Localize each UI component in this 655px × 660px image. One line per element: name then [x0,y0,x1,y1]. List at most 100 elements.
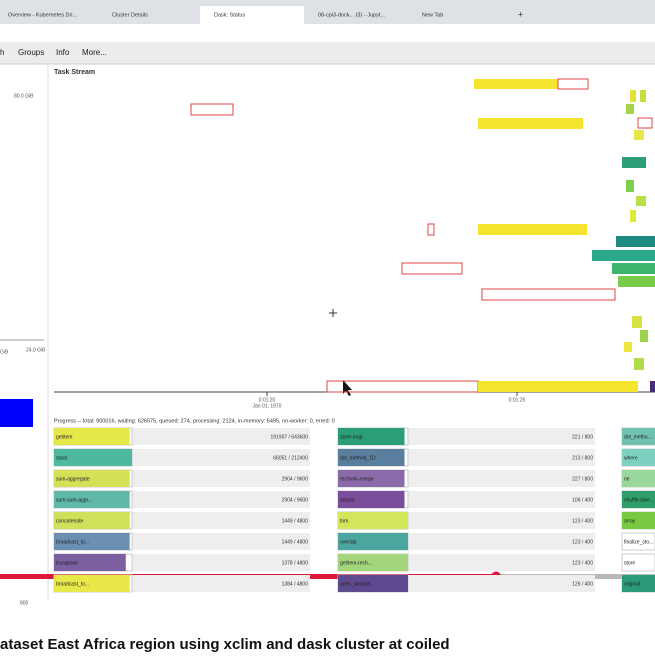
progress-fill [54,428,130,445]
task-block [190,103,234,116]
progress-name: sum-sum-aggr... [56,497,92,503]
progress-name: shuffle-take... [624,497,654,503]
task-block [632,316,642,328]
progress-count: 227 / 800 [572,476,593,482]
progress-fill [338,554,408,571]
axis-label: 800 [20,600,29,606]
progress-count: 66051 / 212400 [273,455,308,461]
progress-count: 1384 / 4800 [282,581,309,587]
tab-title[interactable]: Cluster Details [112,12,148,18]
tab-title[interactable]: Overview - Kubernetes Dri... [8,12,78,18]
progress-fill [54,470,130,487]
task-block [640,90,646,102]
task-block [478,381,638,392]
progress-fill [622,470,655,487]
progress-name: store [624,560,635,566]
tab-title[interactable]: Dask: Status [214,12,245,18]
task-stream [190,78,655,393]
progress-name: overlap [340,539,357,545]
tab-title[interactable]: New Tab [422,12,443,18]
nav-item[interactable]: Groups [18,48,44,57]
progress-count: 191907 / 643600 [270,434,308,440]
progress-fill [338,512,408,529]
progress-fill [338,533,408,550]
progress-name: concatenate [56,518,83,524]
progress-fill [622,449,655,466]
progress-count: 126 / 400 [572,581,593,587]
progress-name: ne [624,476,630,482]
active-tab[interactable] [200,6,304,24]
nav-item[interactable]: h [0,48,4,57]
progress-name: trim [340,518,348,524]
progress-name: getitem-rech... [340,560,372,566]
progress-name: rechunk-merge [340,476,374,482]
progress-fill [54,554,126,571]
task-block [634,130,644,140]
progress-name: broadcast_to... [56,539,89,545]
axis-label: GiB [0,349,9,355]
task-block [640,330,648,342]
task-block [622,157,646,168]
tab-title[interactable]: 08-cpi3-dock... (3) - Jupyt... [318,12,385,18]
progress-count: 106 / 400 [572,497,593,503]
task-block [478,118,583,129]
dask-nav [0,42,655,64]
cursor [329,309,337,317]
task-block [626,180,634,192]
progress-name: astype [340,497,355,503]
progress-fill [622,575,655,592]
progress-fill [338,575,408,592]
video-caption: ataset East Africa region using xclim an… [0,636,450,653]
task-block [624,342,632,352]
task-block [626,104,634,114]
progress-name: broadcast_to... [56,581,89,587]
progress-name: original [624,581,640,587]
progress-count: 213 / 800 [572,455,593,461]
progress-name: sum-aggregate [56,476,90,482]
progress-name: getitem [56,434,72,440]
progress-name: where [624,455,638,461]
progress-count: 123 / 400 [572,560,593,566]
progress-fill [54,449,132,466]
progress-fill [338,428,405,445]
progress-fill [622,428,655,445]
tick-label: 0:01:20 [259,397,276,403]
task-block [630,210,636,222]
progress-count: 2904 / 9600 [282,497,309,503]
progress-summary: Progress -- total: 900016, waiting: 6265… [54,418,335,424]
progress-name: transpose [56,560,78,566]
date-label: Jan 01, 1970 [253,403,282,409]
task-block [427,223,435,236]
progress-fill [622,491,655,508]
nav-item[interactable]: More... [82,48,107,57]
task-block [557,78,589,90]
nav-item[interactable]: Info [56,48,70,57]
progress-fill [54,575,130,592]
tick-label: 0:01:25 [509,397,526,403]
progress-name: open_dataset... [340,581,374,587]
progress-count: 1449 / 4800 [282,539,309,545]
task-block [474,79,558,89]
task-block [592,250,655,261]
axis-label: 24.0 GiB [26,347,46,353]
task-block [650,381,655,392]
task-block [616,236,655,247]
axis-label: 80.0 GiB [14,93,34,99]
progress-count: 1449 / 4800 [282,518,309,524]
new-tab[interactable]: + [518,9,523,19]
address-bar [0,24,655,42]
progress-name: store-map [340,434,363,440]
progress-count: 2904 / 9600 [282,476,309,482]
task-block [612,263,655,274]
caption-bg [0,628,655,655]
progress-count: 123 / 400 [572,539,593,545]
progress-name-box [621,553,655,572]
task-block [618,276,655,287]
task-stream-title: Task Stream [54,69,95,76]
progress-count: 221 / 800 [572,434,593,440]
progress-fill [338,470,405,487]
progress-name: finalize_sto... [624,539,653,545]
progress-name: dot_method_1D [340,455,376,461]
task-block [481,288,616,301]
task-block [637,117,653,129]
